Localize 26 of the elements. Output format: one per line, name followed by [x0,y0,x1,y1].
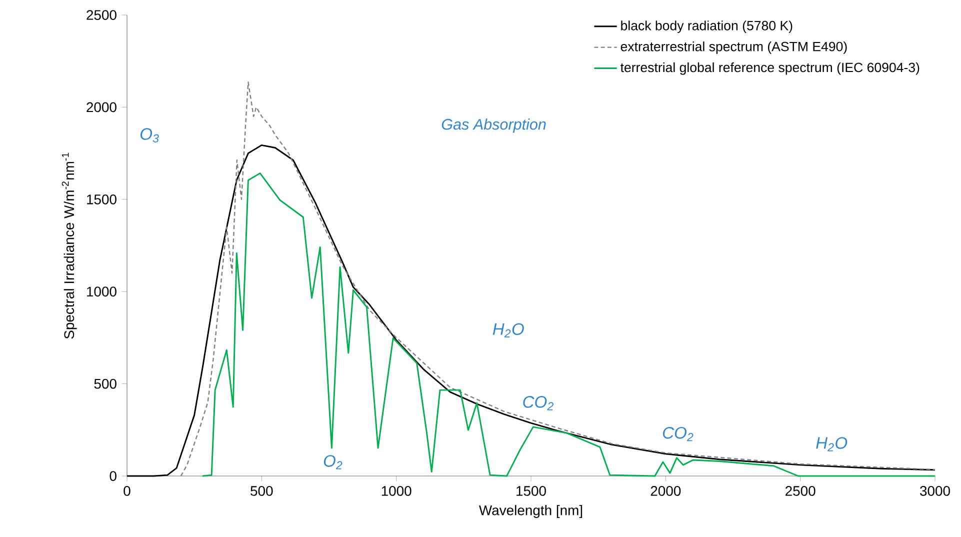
annotation: H$_{2}$O [492,323,524,338]
annotation: O$_{3}$ [140,128,159,142]
y-tick-label: 2500 [86,10,116,20]
legend-label: terrestrial global reference spectrum (IEC 60904-3) [620,62,920,75]
x-tick-label: 0 [124,486,130,496]
y-tick-label: 0 [110,471,116,481]
y-axis-title: Spectral Irradiance W/m$^{-2}$nm$^{-1}$ [62,152,77,339]
x-tick-label: 3000 [920,486,950,496]
annotation: Gas Absorption [442,118,546,133]
x-axis-title: Wavelength [nm] [478,505,582,518]
x-tick-label: 2500 [786,486,816,496]
x-tick-label: 1000 [382,486,412,496]
legend-label: black body radiation (5780 K) [621,20,792,33]
x-tick-label: 500 [250,486,273,496]
y-tick-label: 500 [94,378,116,389]
y-tick-label: 2000 [86,102,116,112]
annotation: O$_{2}$ [324,455,342,470]
x-tick-label: 2000 [650,486,681,496]
line-series [202,172,936,477]
annotation: CO$_{2}$ [523,396,554,410]
x-tick-label: 1500 [516,486,546,496]
y-tick-label: 1500 [87,194,116,204]
annotation: CO$_{2}$ [662,426,694,442]
y-tick-label: 1000 [87,286,116,297]
legend-label: extraterrestrial spectrum (ASTM E490) [620,41,847,54]
annotation: H$_{2}$O [816,437,848,452]
